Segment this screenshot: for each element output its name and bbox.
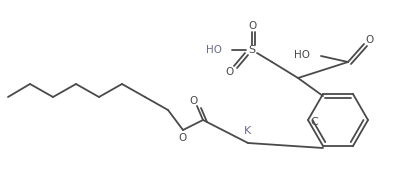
Text: O: O [248, 21, 256, 31]
Text: C: C [309, 117, 317, 127]
Text: O: O [225, 67, 234, 77]
Text: HO: HO [205, 45, 221, 55]
Text: K: K [244, 126, 251, 136]
Text: O: O [365, 35, 373, 45]
Text: S: S [248, 45, 255, 55]
Text: O: O [189, 96, 198, 106]
Text: HO: HO [293, 50, 309, 60]
Text: O: O [178, 133, 187, 143]
